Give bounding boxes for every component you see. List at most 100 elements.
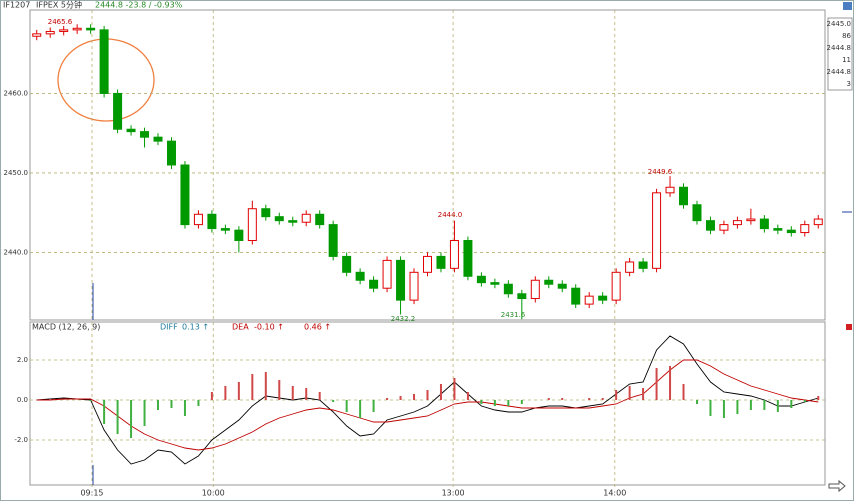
candle-body [140,131,150,138]
macd-bar [318,392,321,400]
y-tick-label: 0.0 [17,396,28,404]
candle-body [409,271,419,301]
candle-body [99,29,109,94]
macd-bar [480,400,483,404]
candle-body [382,259,392,289]
quote-value: 11 [842,56,851,64]
macd-line [36,335,819,465]
candle-body [396,259,406,301]
contract: IFPEX 5分钟 [36,0,82,10]
candle-body [773,228,783,231]
candle-body [746,218,756,222]
macd-bar [413,394,416,400]
candle-body [86,27,96,31]
candle-body [490,282,500,285]
legend-value: 0.46 ↑ [304,323,331,332]
candle-body [274,216,284,222]
macd-bar [790,400,793,408]
macd-bar [251,374,254,400]
window-button[interactable] [843,2,852,10]
quote: 2444.8 -23.8 / -0.93% [95,1,183,10]
candle-body [247,208,257,242]
quote-value: 2444.8 [827,44,852,52]
macd-bar [386,398,389,400]
y-tick-label: 2460.0 [4,89,29,97]
candle-body [32,33,42,37]
macd-bar [305,388,308,400]
macd-bar [776,400,779,412]
scroll-arrow[interactable] [828,479,846,493]
quote-value: 2445.0 [827,20,852,28]
macd-bar [817,396,820,400]
macd-bar [399,396,402,400]
price-annotation: 2465.6 [48,18,73,26]
macd-bar [453,378,456,400]
macd-bar [264,372,267,400]
candle-body [59,29,69,32]
x-tick-label: 13:00 [442,489,465,498]
macd-bar [130,400,133,438]
x-tick-label: 09:15 [80,489,103,498]
quote-value: 3 [847,80,851,88]
candle-body [732,220,742,226]
candle-body [261,208,271,218]
candle-body [786,229,796,234]
price-annotation: 2449.6 [648,168,673,176]
macd-bar [157,400,160,410]
legend-name: DIFF [160,323,178,332]
macd-bar [345,400,348,412]
quote-value: 2444.8 [827,68,852,76]
macd-bar [642,388,645,400]
candle-body [180,164,190,226]
candle-body [193,213,203,226]
macd-bar [736,400,739,414]
macd-bar [116,400,119,434]
quote-box [827,17,853,91]
macd-bar [615,390,618,400]
candle-body [625,261,635,273]
candle-body [126,128,136,133]
candle-body [234,229,244,242]
candle-body [813,218,823,226]
candle-body [557,283,567,289]
macd-bar [291,386,294,400]
candle-body [153,136,163,142]
candle-body [638,261,648,269]
macd-bar [143,400,146,426]
price-panel [29,9,826,321]
macd-bar [493,400,496,406]
candle-body [166,140,176,166]
macd-panel [29,321,826,486]
candle-body [544,279,554,285]
candle-body [72,27,82,31]
candle-body [719,224,729,231]
candle-body [113,92,123,130]
price-annotation: 2432.2 [391,315,416,323]
macd-bar [197,400,200,406]
macd-bar [426,390,429,400]
macd-bar [210,392,213,400]
candle-body [436,255,446,269]
macd-bar [183,400,186,416]
candle-body [449,240,459,269]
macd-bar [332,400,335,402]
macd-bar [224,386,227,400]
macd-bar [49,399,52,400]
macd-bar [763,400,766,410]
price-annotation: 2431.6 [501,311,526,319]
candle-body [665,186,675,194]
candle-body [369,279,379,289]
candle-body [598,295,608,301]
candle-body [463,240,473,277]
macd-bar [103,400,106,424]
macd-title: MACD (12, 26, 9) [32,323,100,332]
candle-body [705,220,715,231]
macd-bar [682,384,685,400]
macd-bar [601,398,604,400]
macd-bar [588,398,591,400]
candle-body [342,255,352,273]
candle-body [315,213,325,226]
x-tick-label: 10:00 [202,489,225,498]
